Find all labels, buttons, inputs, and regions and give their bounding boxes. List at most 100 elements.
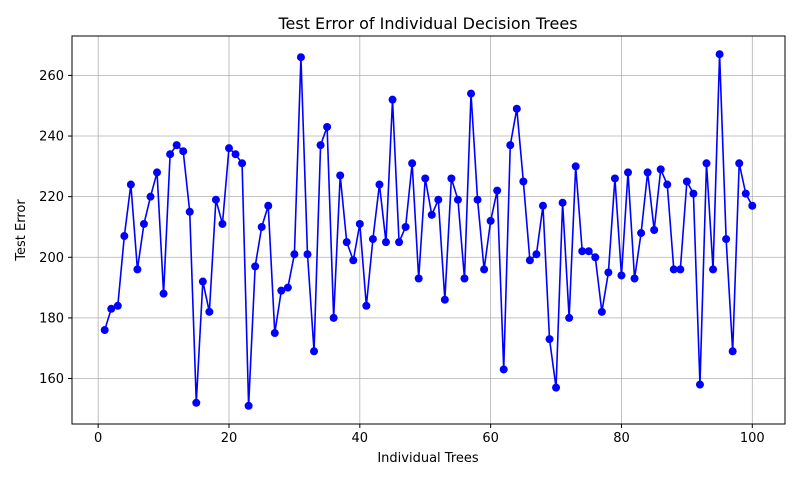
data-point [218, 219, 227, 228]
x-tick-label: 0 [94, 431, 102, 446]
data-point [296, 53, 305, 62]
data-point [159, 289, 168, 298]
chart-title: Test Error of Individual Decision Trees [277, 14, 577, 33]
data-point [244, 401, 253, 410]
data-point [669, 265, 678, 274]
data-point [571, 162, 580, 171]
data-point [545, 335, 554, 344]
data-point [656, 165, 665, 174]
data-point [682, 177, 691, 186]
data-point [702, 159, 711, 168]
data-point [624, 168, 633, 177]
data-point [153, 168, 162, 177]
data-point [519, 177, 528, 186]
data-point [368, 235, 377, 244]
x-axis-label: Individual Trees [377, 451, 479, 466]
y-tick-label: 200 [39, 251, 64, 266]
data-point [689, 189, 698, 198]
data-point [617, 271, 626, 280]
data-point [290, 250, 299, 259]
data-point [506, 141, 515, 150]
data-point [277, 286, 286, 295]
y-tick-label: 160 [39, 372, 64, 387]
data-point [179, 147, 188, 156]
y-tick-label: 180 [39, 311, 64, 326]
y-axis-ticks: 160 180 200 220 240 260 [39, 69, 72, 387]
data-point [185, 207, 194, 216]
data-point [192, 398, 201, 407]
data-point [336, 171, 345, 180]
data-point [591, 253, 600, 262]
data-point [329, 313, 338, 322]
data-point [440, 295, 449, 304]
series-line [103, 53, 753, 407]
data-point [355, 219, 364, 228]
data-point [637, 229, 646, 238]
data-point [264, 201, 273, 210]
data-point [584, 247, 593, 256]
data-point [408, 159, 417, 168]
data-point [205, 307, 214, 316]
data-point [467, 89, 476, 98]
data-point [231, 150, 240, 159]
y-tick-label: 240 [39, 130, 64, 145]
data-point [512, 104, 521, 113]
data-point [395, 238, 404, 247]
data-point [362, 301, 371, 310]
x-tick-label: 20 [221, 431, 238, 446]
data-point [532, 250, 541, 259]
data-point [310, 347, 319, 356]
data-point [100, 326, 109, 335]
data-point [283, 283, 292, 292]
data-point [558, 198, 567, 207]
data-point [434, 195, 443, 204]
data-point [107, 304, 116, 313]
data-point [630, 274, 639, 283]
data-point [427, 210, 436, 219]
data-point [597, 307, 606, 316]
data-point [316, 141, 325, 150]
data-point [610, 174, 619, 183]
x-tick-label: 80 [613, 431, 630, 446]
data-point [133, 265, 142, 274]
data-point [480, 265, 489, 274]
data-point [172, 141, 181, 150]
data-point [709, 265, 718, 274]
data-point [381, 238, 390, 247]
data-point [735, 159, 744, 168]
data-point [525, 256, 534, 265]
x-axis-ticks: 0 20 40 60 80 100 [94, 424, 765, 446]
data-point [303, 250, 312, 259]
data-point [748, 201, 757, 210]
data-point [270, 329, 279, 338]
data-point [251, 262, 260, 271]
data-point [224, 144, 233, 153]
data-point [388, 95, 397, 104]
data-point [499, 365, 508, 374]
data-point [578, 247, 587, 256]
data-series [100, 50, 757, 410]
data-point [695, 380, 704, 389]
data-point [538, 201, 547, 210]
data-point [453, 195, 462, 204]
x-tick-label: 60 [482, 431, 499, 446]
data-point [650, 226, 659, 234]
data-point [349, 256, 358, 265]
data-point [120, 232, 129, 241]
data-point [414, 274, 423, 283]
data-point [342, 238, 351, 247]
x-tick-label: 40 [352, 431, 369, 446]
data-point [421, 174, 430, 183]
y-axis-label: Test Error [14, 199, 29, 262]
plot-frame [71, 35, 786, 425]
data-point [473, 195, 482, 204]
data-point [741, 189, 750, 198]
grid-lines [72, 36, 785, 424]
data-point [211, 195, 220, 204]
data-point [113, 301, 122, 310]
data-point [552, 383, 561, 392]
data-point [493, 186, 502, 195]
data-point [401, 222, 410, 231]
data-point [460, 274, 469, 283]
